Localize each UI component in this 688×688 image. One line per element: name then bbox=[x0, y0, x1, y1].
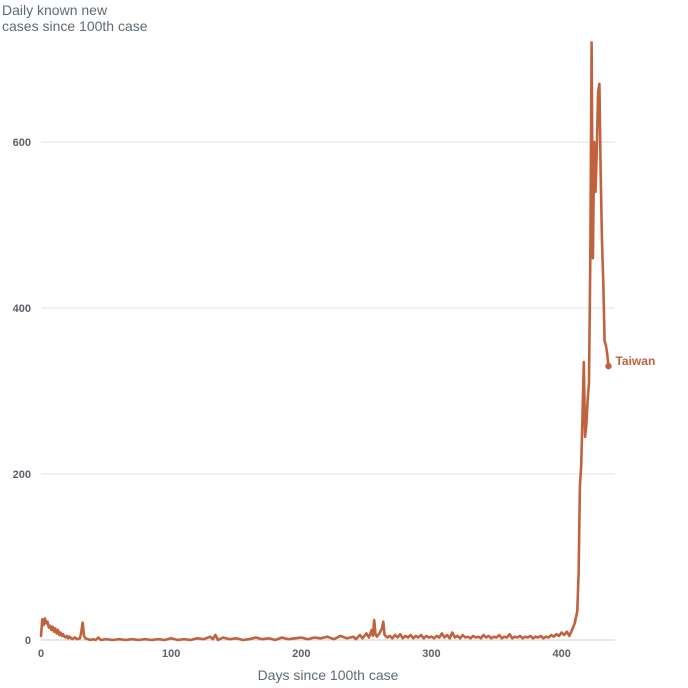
series-layer: Taiwan bbox=[39, 41, 655, 642]
y-tick-label: 400 bbox=[13, 303, 31, 315]
x-axis-ticks: 0 100 200 300 400 bbox=[38, 648, 571, 660]
series-end-point bbox=[605, 362, 612, 370]
x-tick-label: 200 bbox=[292, 648, 310, 660]
y-tick-label: 0 bbox=[25, 635, 31, 647]
gridlines bbox=[41, 141, 615, 641]
y-axis-title: Daily known new cases since 100th case bbox=[2, 2, 148, 34]
x-tick-label: 300 bbox=[422, 648, 440, 660]
y-axis-ticks: 0 200 400 600 bbox=[13, 137, 31, 647]
series-label-taiwan: Taiwan bbox=[615, 354, 655, 368]
x-tick-label: 0 bbox=[38, 648, 44, 660]
x-axis-title: Days since 100th case bbox=[258, 667, 399, 683]
x-tick-label: 400 bbox=[552, 648, 570, 660]
x-tick-label: 100 bbox=[162, 648, 180, 660]
series-line-taiwan bbox=[39, 41, 610, 642]
y-tick-label: 200 bbox=[13, 469, 31, 481]
y-tick-label: 600 bbox=[13, 137, 31, 149]
